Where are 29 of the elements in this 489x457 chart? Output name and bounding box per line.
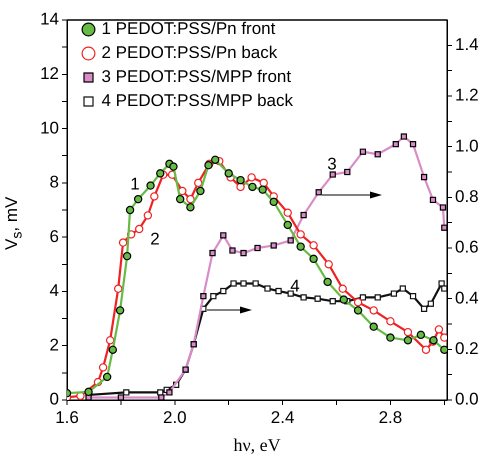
y-tick-label: 12 xyxy=(40,64,59,83)
y-tick-label: 8 xyxy=(50,172,59,192)
y2-tick-label: 0.4 xyxy=(455,288,479,308)
legend-label: 4 PEDOT:PSS/MPP back xyxy=(102,91,294,110)
y-tick-label: 10 xyxy=(40,118,59,138)
annotation: 4 xyxy=(290,276,300,296)
x-tick-label: 2.4 xyxy=(270,408,294,427)
legend-label: 1 PEDOT:PSS/Pn front xyxy=(102,19,276,38)
x-tick-label: 2.0 xyxy=(162,408,187,427)
y-tick-label: 14 xyxy=(40,10,59,29)
y-tick-label: 2 xyxy=(50,335,59,354)
y2-tick-label: 1.0 xyxy=(455,136,479,156)
y2-tick-label: 1.4 xyxy=(455,35,479,54)
y2-tick-label: 1.2 xyxy=(455,86,479,105)
y2-tick-label: 0.8 xyxy=(455,187,479,206)
y2-tick-label: 0.6 xyxy=(455,238,479,257)
y-tick-label: 4 xyxy=(50,281,59,300)
y2-tick-label: 0.2 xyxy=(455,339,479,358)
legend-label: 2 PEDOT:PSS/Pn back xyxy=(102,43,278,62)
y2-tick-label: 0.0 xyxy=(455,390,479,409)
annotation: 3 xyxy=(327,154,337,174)
x-axis-title: hν, eV xyxy=(233,434,281,455)
annotation: 1 xyxy=(130,174,140,194)
x-tick-label: 2.8 xyxy=(378,408,402,427)
annotation: 2 xyxy=(150,230,160,249)
y-tick-label: 6 xyxy=(50,226,59,246)
legend-label: 3 PEDOT:PSS/MPP front xyxy=(102,67,292,86)
y-tick-label: 0 xyxy=(50,390,59,409)
x-tick-label: 1.6 xyxy=(55,408,79,427)
